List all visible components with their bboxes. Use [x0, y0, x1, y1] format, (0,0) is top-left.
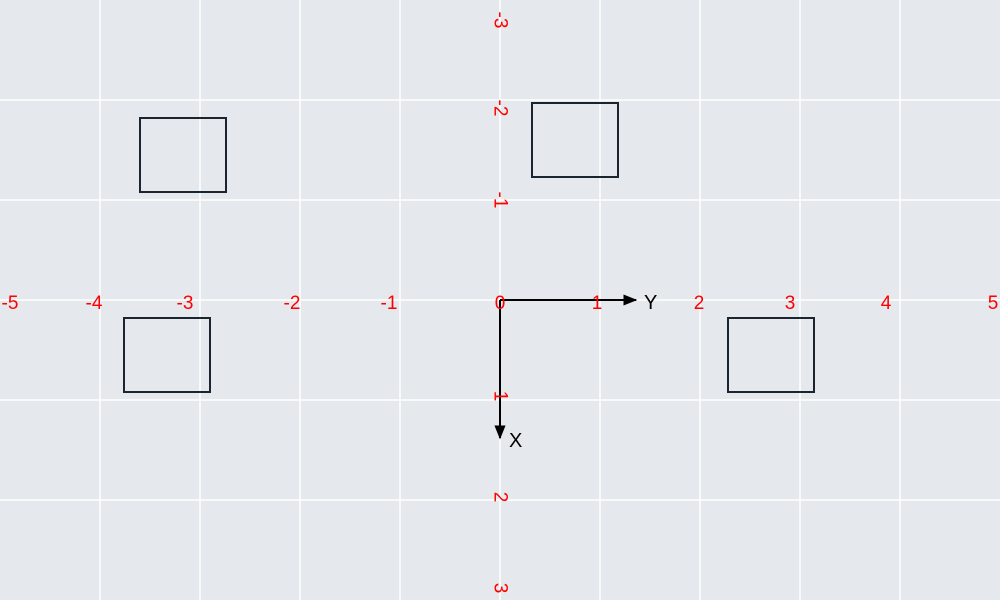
rect-bottom-right: [727, 317, 815, 393]
rect-top-center: [531, 102, 619, 178]
tick-label-vertical: -1: [490, 192, 511, 209]
tick-label-vertical: -3: [490, 12, 511, 29]
tick-label-horizontal: 3: [785, 293, 796, 314]
tick-label-horizontal: 0: [495, 293, 506, 314]
tick-label-horizontal: 4: [881, 293, 892, 314]
rect-top-left: [139, 117, 227, 193]
tick-label-vertical: 1: [490, 391, 511, 402]
vertical-tick-labels: -3 -2 -1 1 2 3: [490, 12, 511, 594]
axes: Y X: [494, 292, 657, 452]
tick-label-horizontal: -4: [86, 293, 103, 314]
y-axis-name: Y: [644, 292, 657, 314]
rect-bottom-left: [123, 317, 211, 393]
tick-label-vertical: 2: [490, 492, 511, 503]
tick-label-horizontal: 1: [592, 293, 603, 314]
horizontal-tick-labels: -5 -4 -3 -2 -1 0 1 2 3 4 5: [2, 293, 999, 314]
tick-label-horizontal: 2: [694, 293, 705, 314]
tick-label-vertical: -2: [490, 100, 511, 117]
tick-label-horizontal: -5: [2, 293, 19, 314]
tick-label-vertical: 3: [490, 583, 511, 594]
tick-label-horizontal: 5: [988, 293, 999, 314]
tick-label-horizontal: -1: [381, 293, 398, 314]
tick-label-horizontal: -3: [177, 293, 194, 314]
x-axis-name: X: [509, 430, 522, 452]
tick-label-horizontal: -2: [284, 293, 301, 314]
rectangles: [123, 102, 815, 393]
